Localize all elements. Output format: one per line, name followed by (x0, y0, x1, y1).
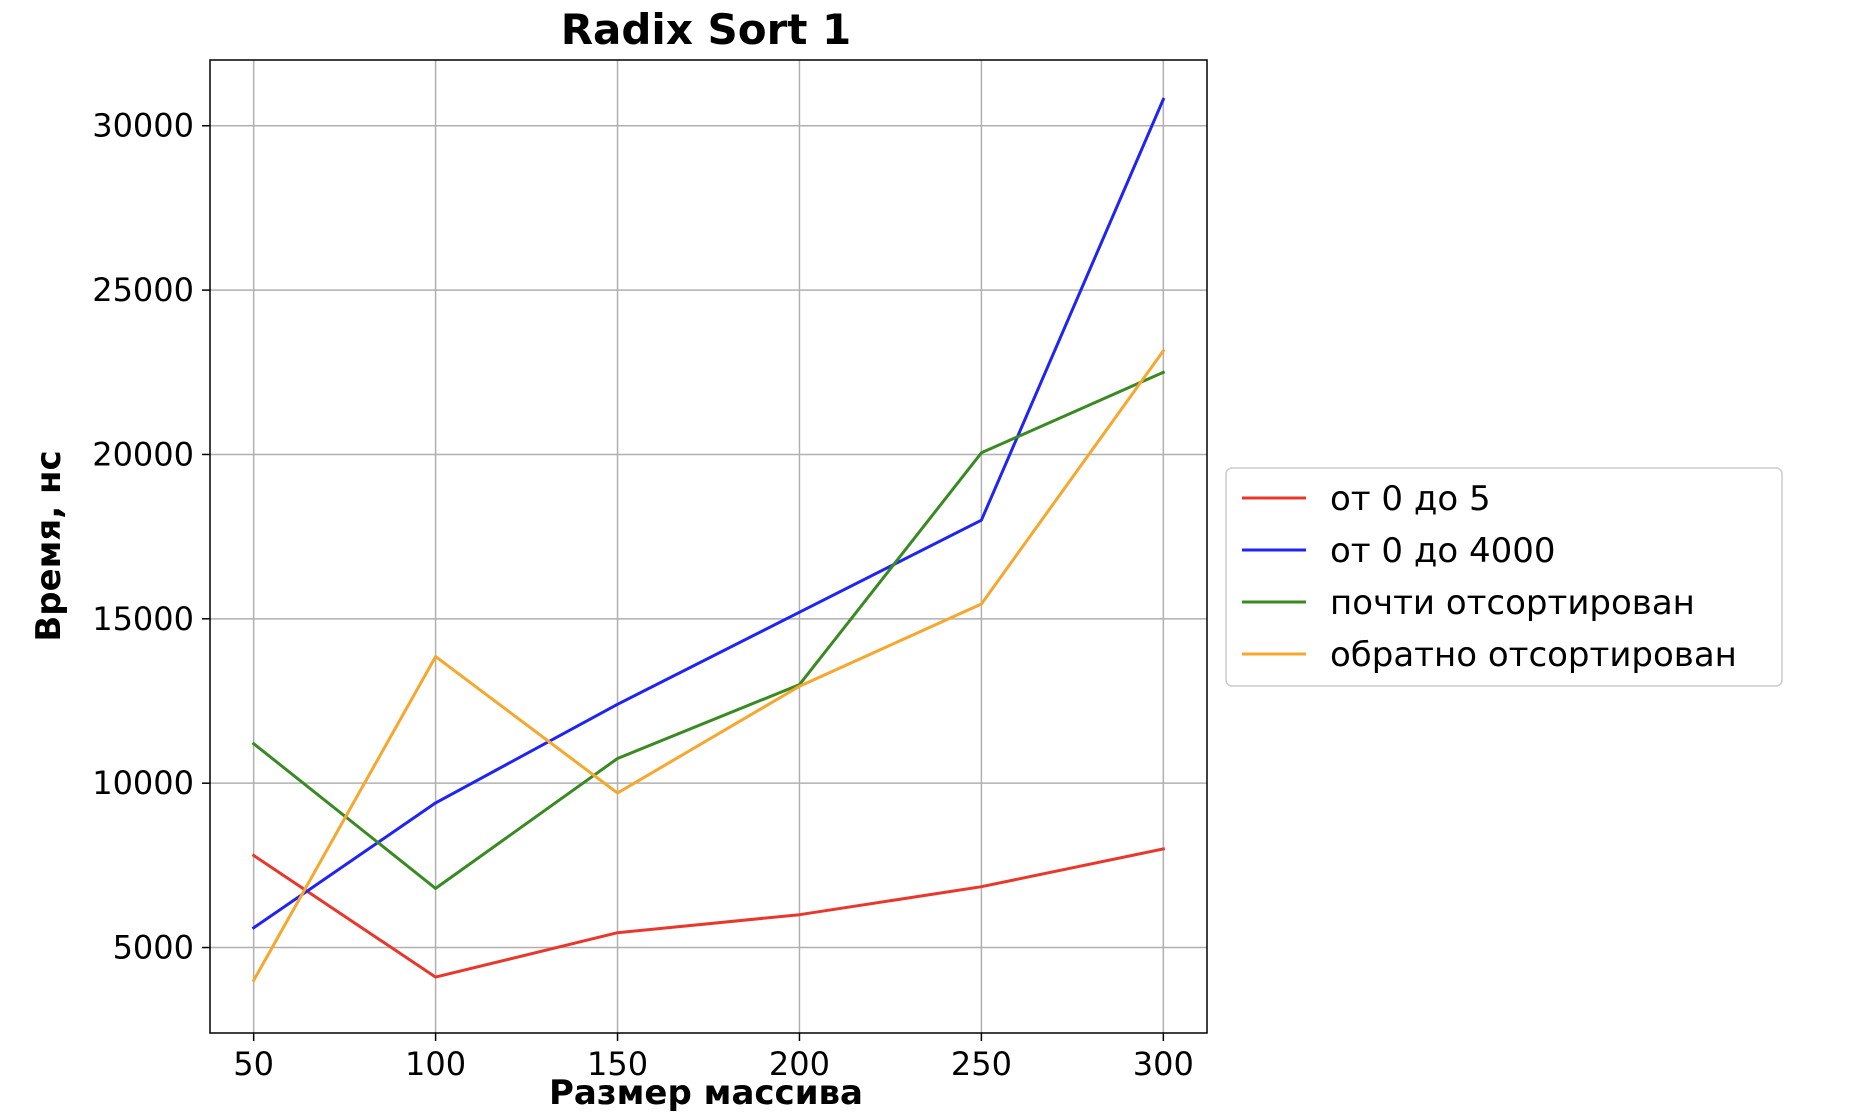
grid (210, 60, 1207, 1033)
legend-label-3: почти отсортирован (1330, 583, 1695, 623)
x-tick-label: 50 (233, 1045, 274, 1083)
y-axis-label: Время, нс (29, 450, 69, 641)
y-tick-label: 30000 (92, 107, 194, 145)
series-line-4 (251, 348, 1166, 983)
ticks: 50 100 150 200 250 300 5000 10000 15000 20000 2500… (92, 107, 1194, 1083)
x-tick-label: 100 (405, 1045, 466, 1083)
y-tick-label: 5000 (113, 929, 194, 967)
series-line-2 (251, 97, 1166, 930)
legend: от 0 до 5 от 0 до 4000 почти отсортирован о… (1225, 467, 1783, 687)
chart-title: Radix Sort 1 (561, 5, 852, 54)
x-tick-label: 200 (769, 1045, 830, 1083)
legend-label-2: от 0 до 4000 (1330, 531, 1556, 571)
plot-frame (209, 59, 1208, 1034)
series-line-3 (251, 370, 1166, 890)
x-tick-label: 250 (951, 1045, 1012, 1083)
legend-label-1: от 0 до 5 (1330, 479, 1491, 519)
y-tick-label: 10000 (92, 764, 194, 802)
x-tick-label: 300 (1133, 1045, 1194, 1083)
y-tick-label: 25000 (92, 271, 194, 309)
legend-box (1225, 467, 1783, 687)
x-tick-label: 150 (587, 1045, 648, 1083)
legend-label-4: обратно отсортирован (1330, 635, 1737, 675)
y-tick-label: 15000 (92, 600, 194, 638)
y-tick-label: 20000 (92, 435, 194, 473)
x-axis-label: Размер массива (549, 1073, 863, 1113)
series-line-1 (251, 847, 1166, 979)
series-lines (251, 97, 1166, 983)
